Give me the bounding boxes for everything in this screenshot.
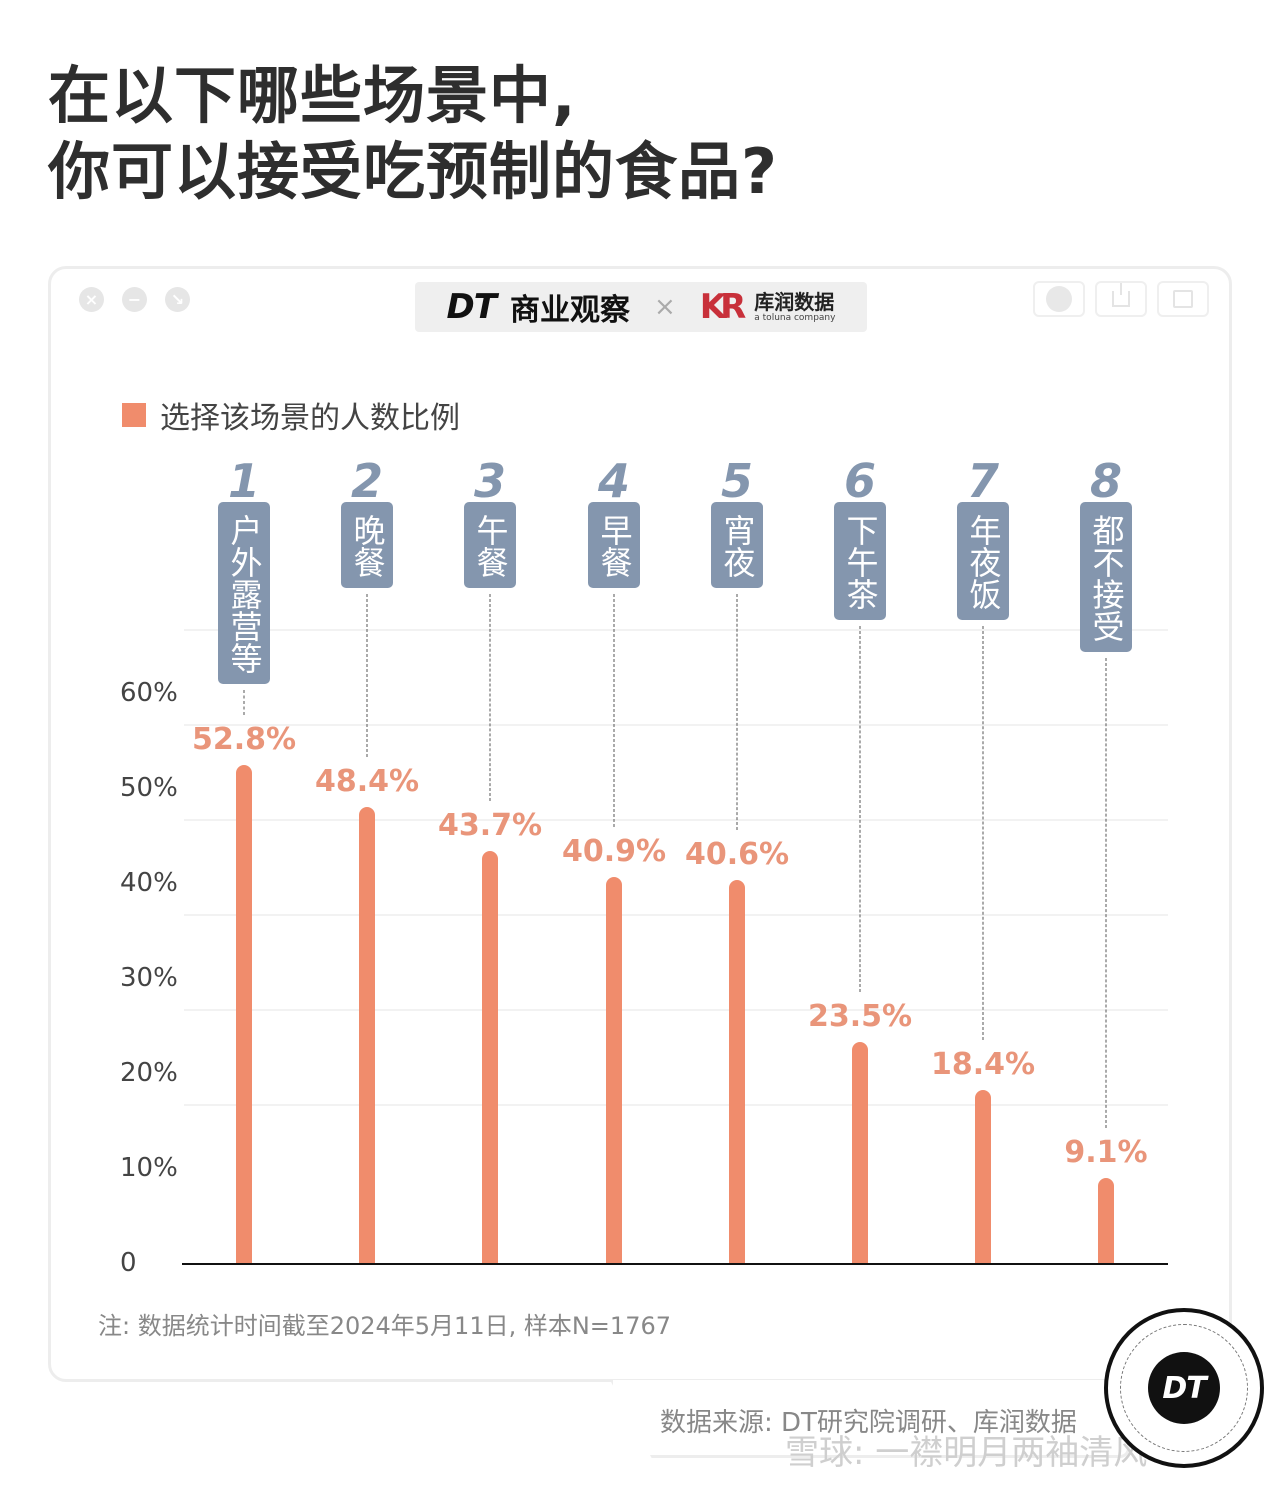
category-tag: 早餐 [588,502,640,588]
value-label: 9.1% [1064,1135,1148,1170]
category-rank: 6 [843,454,876,508]
leader-line [243,690,245,716]
dt-badge-logo: DT [1148,1352,1220,1424]
grid-line [184,914,1168,916]
window-icon [1157,281,1209,317]
share-icon [1095,281,1147,317]
category-tag: 午餐 [464,502,516,588]
grid-line [184,1009,1168,1011]
category-label: 3 午餐 [460,454,520,588]
window-actions [1033,281,1209,317]
y-tick: 30% [120,963,178,993]
dt-brand-name: 商业观察 [509,293,630,328]
window-controls: × − ↘ [79,287,190,312]
category-label: 8 都不接受 [1076,454,1136,652]
title-line-1: 在以下哪些场景中, [48,59,577,132]
legend-label: 选择该场景的人数比例 [160,401,460,436]
legend: 选择该场景的人数比例 [122,393,460,437]
category-tag: 都不接受 [1080,502,1132,652]
leader-line [982,626,984,1041]
title-line-2: 你可以接受吃预制的食品? [48,135,778,208]
y-tick: 40% [120,868,178,898]
value-label: 23.5% [807,998,913,1034]
category-rank: 5 [720,454,753,508]
leader-line [1105,658,1107,1128]
category-label: 7 年夜饭 [953,454,1013,620]
category-label: 5 宵夜 [707,454,767,588]
bar [236,765,252,1264]
bar [482,851,498,1264]
y-tick: 60% [120,678,178,708]
leader-line [859,626,861,992]
dt-badge: DT [1104,1308,1264,1468]
partner-logo: KR [699,287,746,327]
bar [606,877,622,1264]
category-rank: 7 [966,454,999,508]
category-tag: 下午茶 [834,502,886,620]
grid-line [184,629,1168,631]
category-tag: 户外露营等 [218,502,270,684]
partner-name: 库润数据 [754,289,835,314]
category-rank: 3 [473,454,506,508]
x-axis-baseline [182,1263,1168,1265]
partner-brand: 库润数据 a toluna company [754,292,835,323]
close-icon: × [79,287,104,312]
brand-separator: × [653,292,676,322]
bar [359,806,375,1264]
bar [975,1090,991,1264]
dt-logo: DT [446,287,497,327]
source-tab [610,1380,1130,1458]
watermark: 雪球: 一襟明月两袖清风 [785,1433,1148,1473]
category-tag: 宵夜 [711,502,763,588]
page-title: 在以下哪些场景中, 你可以接受吃预制的食品? [48,58,778,210]
grid-line [184,1104,1168,1106]
category-label: 2 晚餐 [337,454,397,588]
partner-subtitle: a toluna company [754,312,836,323]
category-label: 6 下午茶 [830,454,890,620]
category-rank: 4 [597,454,630,508]
value-label: 48.4% [314,763,420,799]
category-rank: 8 [1089,454,1122,508]
category-rank: 1 [227,454,260,508]
y-tick: 0 [120,1248,137,1278]
category-rank: 2 [350,454,383,508]
value-label: 40.6% [684,837,790,873]
category-tag: 年夜饭 [957,502,1009,620]
leader-line [736,594,738,831]
bar [729,880,745,1264]
expand-icon: ↘ [165,287,190,312]
minimize-icon: − [122,287,147,312]
record-icon [1033,281,1085,317]
value-label: 40.9% [561,834,667,870]
leader-line [613,594,615,828]
grid-line [184,819,1168,821]
category-label: 1 户外露营等 [214,454,274,684]
legend-swatch [122,403,146,427]
grid-line [184,724,1168,726]
data-source: 数据来源: DT研究院调研、库润数据 [660,1408,1077,1438]
y-tick: 10% [120,1153,178,1183]
leader-line [366,594,368,757]
bar [852,1041,868,1264]
bar [1098,1178,1114,1264]
value-label: 43.7% [437,808,543,844]
footnote: 注: 数据统计时间截至2024年5月11日, 样本N=1767 [98,1312,671,1340]
y-tick: 50% [120,773,178,803]
category-label: 4 早餐 [584,454,644,588]
leader-line [489,594,491,802]
value-label: 52.8% [191,722,297,758]
y-tick: 20% [120,1058,178,1088]
brand-bar: DT 商业观察 × KR 库润数据 a toluna company [415,282,867,332]
value-label: 18.4% [930,1047,1036,1083]
category-tag: 晚餐 [341,502,393,588]
